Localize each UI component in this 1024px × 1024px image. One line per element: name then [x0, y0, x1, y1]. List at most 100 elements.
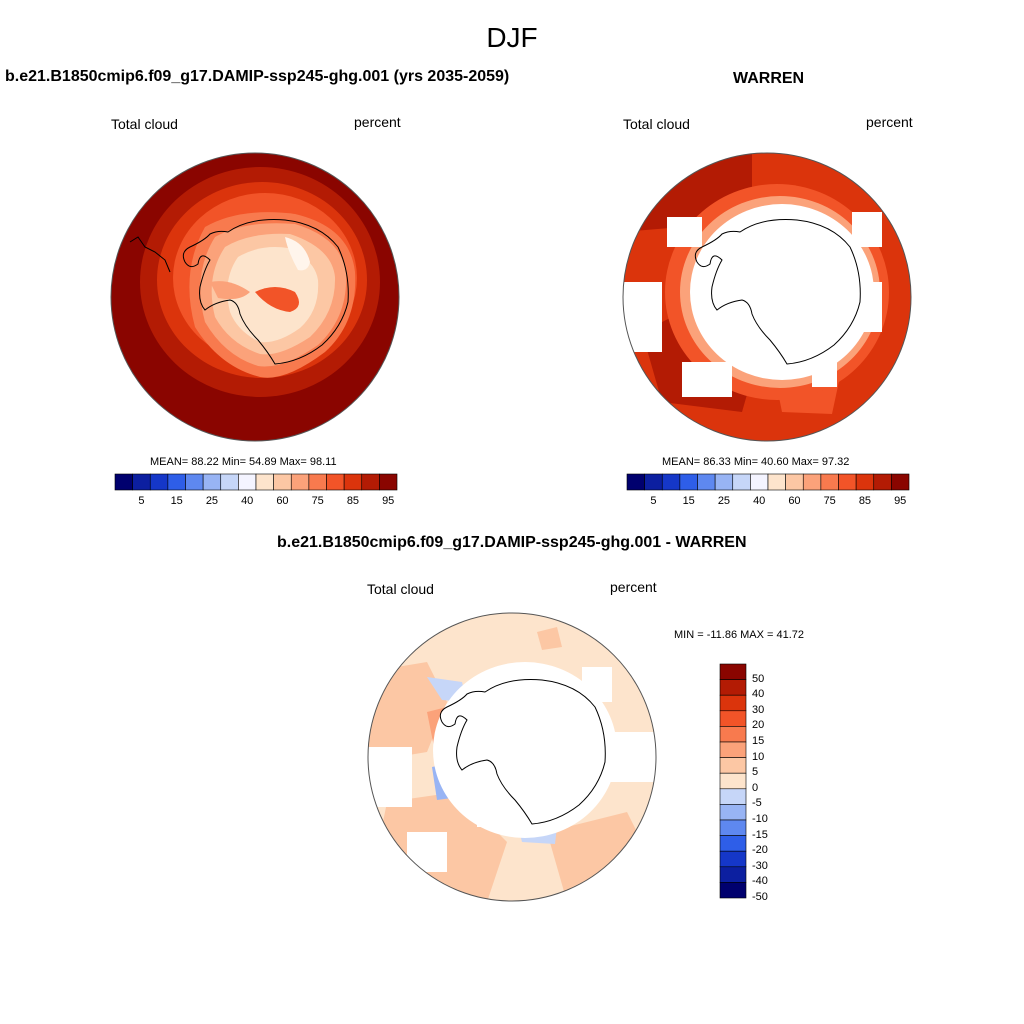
left-colorbar-tick-label: 25 — [205, 495, 219, 507]
left-colorbar-tick-label: 75 — [311, 495, 324, 507]
left-colorbar-tick-label: 5 — [138, 495, 145, 507]
left-colorbar-tick-label: 15 — [170, 495, 183, 507]
left-colorbar-labels: 5 15 25 40 60 75 85 95 — [115, 495, 397, 509]
left-variable-label: Total cloud — [111, 116, 178, 132]
left-colorbar-swatch — [255, 473, 274, 491]
right-colorbar-tick-label: 15 — [682, 495, 695, 507]
left-colorbar-tick-label: 40 — [241, 495, 254, 507]
diff-colorbar-swatch — [719, 741, 747, 758]
right-colorbar-swatch — [838, 473, 857, 491]
diff-colorbar-swatch — [719, 694, 747, 712]
diff-colorbar-swatch — [719, 850, 747, 868]
diff-stats: MIN = -11.86 MAX = 41.72 — [674, 629, 805, 641]
right-colorbar-swatch — [785, 473, 804, 491]
left-colorbar-swatch — [238, 473, 257, 491]
right-colorbar-swatch — [873, 473, 892, 491]
left-stats: MEAN= 88.22 Min= 54.89 Max= 98.11 — [150, 456, 337, 468]
left-colorbar-swatch — [290, 473, 310, 491]
right-colorbar-swatch — [767, 473, 786, 491]
right-polar-map — [622, 152, 912, 442]
left-polar-map — [110, 152, 400, 442]
diff-colorbar-swatch — [719, 772, 747, 790]
right-colorbar-swatch — [891, 473, 910, 491]
diff-colorbar-tick-label: 5 — [752, 766, 759, 779]
diff-colorbar-tick-label: 50 — [752, 672, 765, 685]
right-colorbar-swatch — [855, 473, 875, 491]
left-colorbar-swatch — [149, 473, 169, 491]
left-colorbar-swatch — [185, 473, 204, 491]
diff-colorbar-swatch — [719, 710, 747, 727]
right-units-label: percent — [866, 114, 913, 130]
diff-colorbar — [719, 663, 747, 899]
left-colorbar-swatch — [273, 473, 292, 491]
left-panel-title: b.e21.B1850cmip6.f09_g17.DAMIP-ssp245-gh… — [5, 68, 510, 85]
page-title: DJF — [486, 22, 538, 53]
diff-colorbar-tick-label: -50 — [752, 891, 768, 903]
right-colorbar-tick-label: 60 — [788, 495, 801, 507]
diff-colorbar-swatch — [719, 835, 747, 852]
right-colorbar-tick-label: 95 — [894, 495, 907, 507]
right-colorbar-swatch — [679, 473, 698, 491]
left-colorbar-tick-label: 60 — [276, 495, 289, 507]
right-colorbar-tick-label: 85 — [858, 495, 872, 507]
diff-colorbar-tick-label: 20 — [752, 719, 765, 732]
right-colorbar-tick-label: 75 — [823, 495, 836, 507]
diff-colorbar-tick-label: 0 — [752, 781, 759, 794]
diff-colorbar-tick-label: -40 — [752, 875, 768, 888]
diff-colorbar-swatch — [719, 726, 747, 743]
diff-colorbar-labels: 50 40 30 20 15 10 5 0 -5 -10 -15 -20 -30 -40 -50 — [752, 664, 792, 903]
left-colorbar-swatch — [308, 473, 327, 491]
right-colorbar-swatch — [644, 473, 663, 491]
right-colorbar-tick-label: 25 — [717, 495, 731, 507]
diff-colorbar-tick-label: 30 — [752, 703, 765, 716]
diff-colorbar-swatch — [719, 819, 747, 836]
left-colorbar-swatch — [202, 473, 222, 491]
diff-colorbar-swatch — [719, 882, 747, 899]
diff-colorbar-tick-label: -30 — [752, 859, 768, 872]
right-colorbar-tick-label: 40 — [753, 495, 766, 507]
right-colorbar-labels: 5 15 25 40 60 75 85 95 — [627, 495, 909, 509]
left-colorbar-swatch — [379, 473, 398, 491]
right-colorbar-tick-label: 5 — [650, 495, 657, 507]
right-colorbar-swatch — [626, 473, 645, 491]
diff-colorbar-tick-label: 15 — [752, 735, 765, 747]
right-colorbar-swatch — [714, 473, 734, 491]
right-colorbar-swatch — [732, 473, 751, 491]
diff-colorbar-tick-label: 10 — [752, 750, 765, 763]
left-units-label: percent — [354, 114, 401, 130]
right-stats: MEAN= 86.33 Min= 40.60 Max= 97.32 — [662, 456, 850, 468]
diff-colorbar-tick-label: -20 — [752, 844, 768, 857]
right-colorbar — [626, 473, 910, 491]
left-colorbar-tick-label: 95 — [382, 495, 395, 507]
right-colorbar-swatch — [750, 473, 769, 491]
right-panel-title: WARREN — [733, 70, 805, 87]
diff-variable-label: Total cloud — [367, 581, 434, 597]
diff-colorbar-tick-label: 40 — [752, 688, 765, 701]
diff-colorbar-swatch — [719, 757, 747, 774]
left-colorbar-swatch — [167, 473, 186, 491]
right-colorbar-swatch — [802, 473, 822, 491]
left-colorbar-swatch — [132, 473, 151, 491]
right-colorbar-swatch — [661, 473, 681, 491]
left-colorbar-swatch — [343, 473, 363, 491]
diff-colorbar-tick-label: -10 — [752, 813, 768, 825]
left-colorbar — [114, 473, 398, 491]
diff-units-label: percent — [610, 579, 657, 595]
right-colorbar-swatch — [820, 473, 839, 491]
diff-colorbar-swatch — [719, 866, 747, 883]
right-colorbar-swatch — [697, 473, 716, 491]
diff-colorbar-tick-label: -5 — [752, 797, 762, 810]
left-colorbar-tick-label: 85 — [346, 495, 360, 507]
left-colorbar-swatch — [220, 473, 239, 491]
diff-polar-map — [367, 612, 657, 902]
diff-colorbar-tick-label: -15 — [752, 828, 768, 841]
diff-panel-title: b.e21.B1850cmip6.f09_g17.DAMIP-ssp245-gh… — [277, 534, 747, 551]
diff-colorbar-swatch — [719, 679, 747, 696]
diff-colorbar-swatch — [719, 804, 747, 821]
diff-colorbar-swatch — [719, 788, 747, 805]
left-colorbar-swatch — [114, 473, 133, 491]
diff-colorbar-swatch — [719, 663, 747, 680]
left-colorbar-swatch — [326, 473, 345, 491]
right-variable-label: Total cloud — [623, 116, 690, 132]
left-colorbar-swatch — [361, 473, 380, 491]
